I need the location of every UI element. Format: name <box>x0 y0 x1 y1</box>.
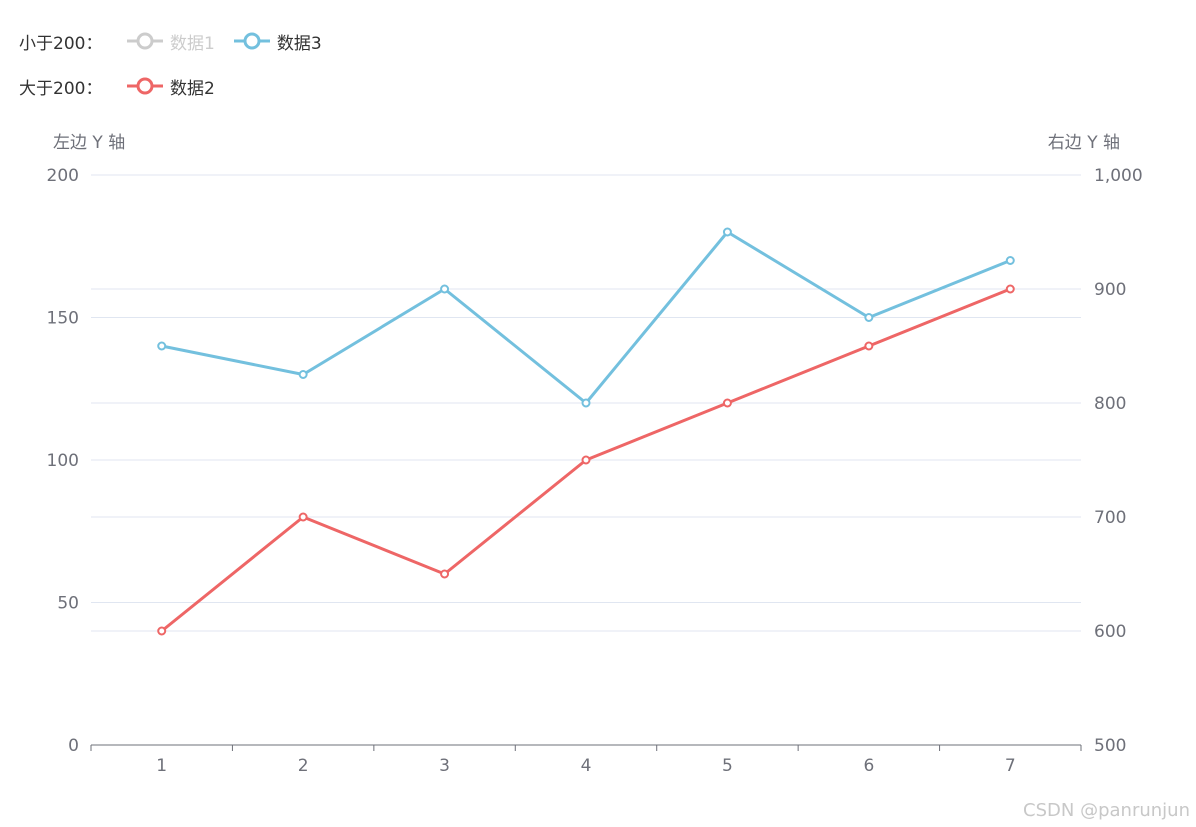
left-tick-label: 100 <box>47 451 79 471</box>
right-axis-name: 右边 Y 轴 <box>1048 133 1120 153</box>
right-tick-label: 700 <box>1094 508 1126 528</box>
legend-item-data3[interactable]: 数据3 <box>233 29 322 54</box>
data-point[interactable] <box>157 341 167 351</box>
right-tick-label: 600 <box>1094 622 1126 642</box>
left-axis-name: 左边 Y 轴 <box>53 133 125 153</box>
left-tick-label: 50 <box>57 594 79 614</box>
legend-line-circle-icon <box>233 32 270 50</box>
left-tick-label: 0 <box>68 736 79 756</box>
x-tick-label: 2 <box>298 756 309 776</box>
legend-label: 数据2 <box>170 78 215 99</box>
legend-line-circle-icon <box>127 32 163 50</box>
legend-item-data1[interactable]: 数据1 <box>126 29 215 54</box>
legend-label: 数据3 <box>276 33 322 54</box>
data-point[interactable] <box>864 313 874 322</box>
data-point[interactable] <box>581 455 591 465</box>
right-tick-label: 800 <box>1094 394 1126 414</box>
data-point[interactable] <box>581 398 591 408</box>
series-layer <box>157 227 1015 636</box>
legend-item-data2[interactable]: 数据2 <box>126 74 215 99</box>
legend-group-large: 大于200： 数据2 <box>19 74 233 99</box>
legend-group-small: 小于200： 数据1 数据3 <box>19 29 340 54</box>
data-point[interactable] <box>722 227 732 237</box>
data-point[interactable] <box>298 370 308 379</box>
left-tick-label: 200 <box>47 166 79 186</box>
x-tick-label: 1 <box>156 756 167 776</box>
data-point[interactable] <box>722 398 732 408</box>
x-tick-label: 7 <box>1005 756 1016 776</box>
x-tick-label: 5 <box>722 756 733 776</box>
data-point[interactable] <box>440 284 450 294</box>
right-tick-label: 1,000 <box>1094 166 1143 186</box>
data-point[interactable] <box>440 569 450 579</box>
watermark: CSDN @panrunjun <box>1023 800 1190 821</box>
data-point[interactable] <box>1005 256 1015 265</box>
legend-line-circle-icon <box>127 77 163 95</box>
x-tick-label: 4 <box>581 756 592 776</box>
data-point[interactable] <box>1005 284 1015 294</box>
data-point[interactable] <box>157 626 167 636</box>
data-point[interactable] <box>864 341 874 351</box>
x-tick-label: 6 <box>863 756 874 776</box>
axes: 左边 Y 轴 右边 Y 轴 0 50 100 150 200 500 600 700 800 90… <box>47 133 1143 776</box>
x-tick-label: 3 <box>439 756 450 776</box>
legend-group-title: 大于200： <box>19 78 103 99</box>
legend-group-title: 小于200： <box>19 33 103 54</box>
left-tick-label: 150 <box>47 309 79 329</box>
right-tick-label: 500 <box>1094 736 1126 756</box>
right-tick-label: 900 <box>1094 280 1126 300</box>
data-point[interactable] <box>298 512 308 522</box>
legend-label: 数据1 <box>170 33 215 54</box>
